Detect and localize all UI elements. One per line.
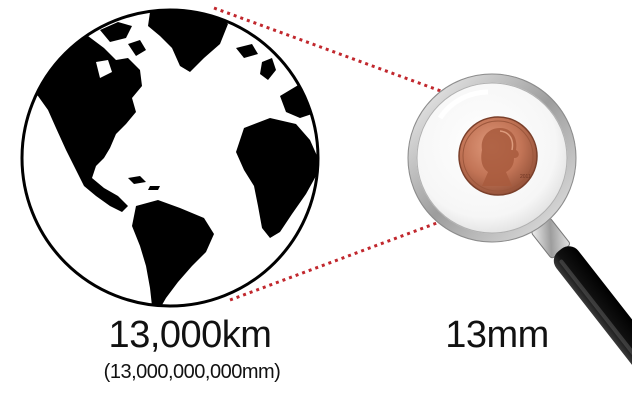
- coin-size-label: 13mm: [445, 314, 549, 356]
- connector-lines: [213, 6, 521, 302]
- magnifier-handle: [553, 246, 632, 372]
- earth-size-label-mm: (13,000,000,000mm): [103, 361, 281, 383]
- connector-line-top: [213, 6, 521, 122]
- globe-icon: [20, 8, 320, 308]
- penny-year: 2011: [520, 174, 531, 180]
- earth-size-label: 13,000km: [108, 314, 272, 356]
- penny-portrait: [481, 128, 519, 186]
- connector-line-bottom: [229, 190, 521, 302]
- penny-icon: 2011: [458, 116, 538, 196]
